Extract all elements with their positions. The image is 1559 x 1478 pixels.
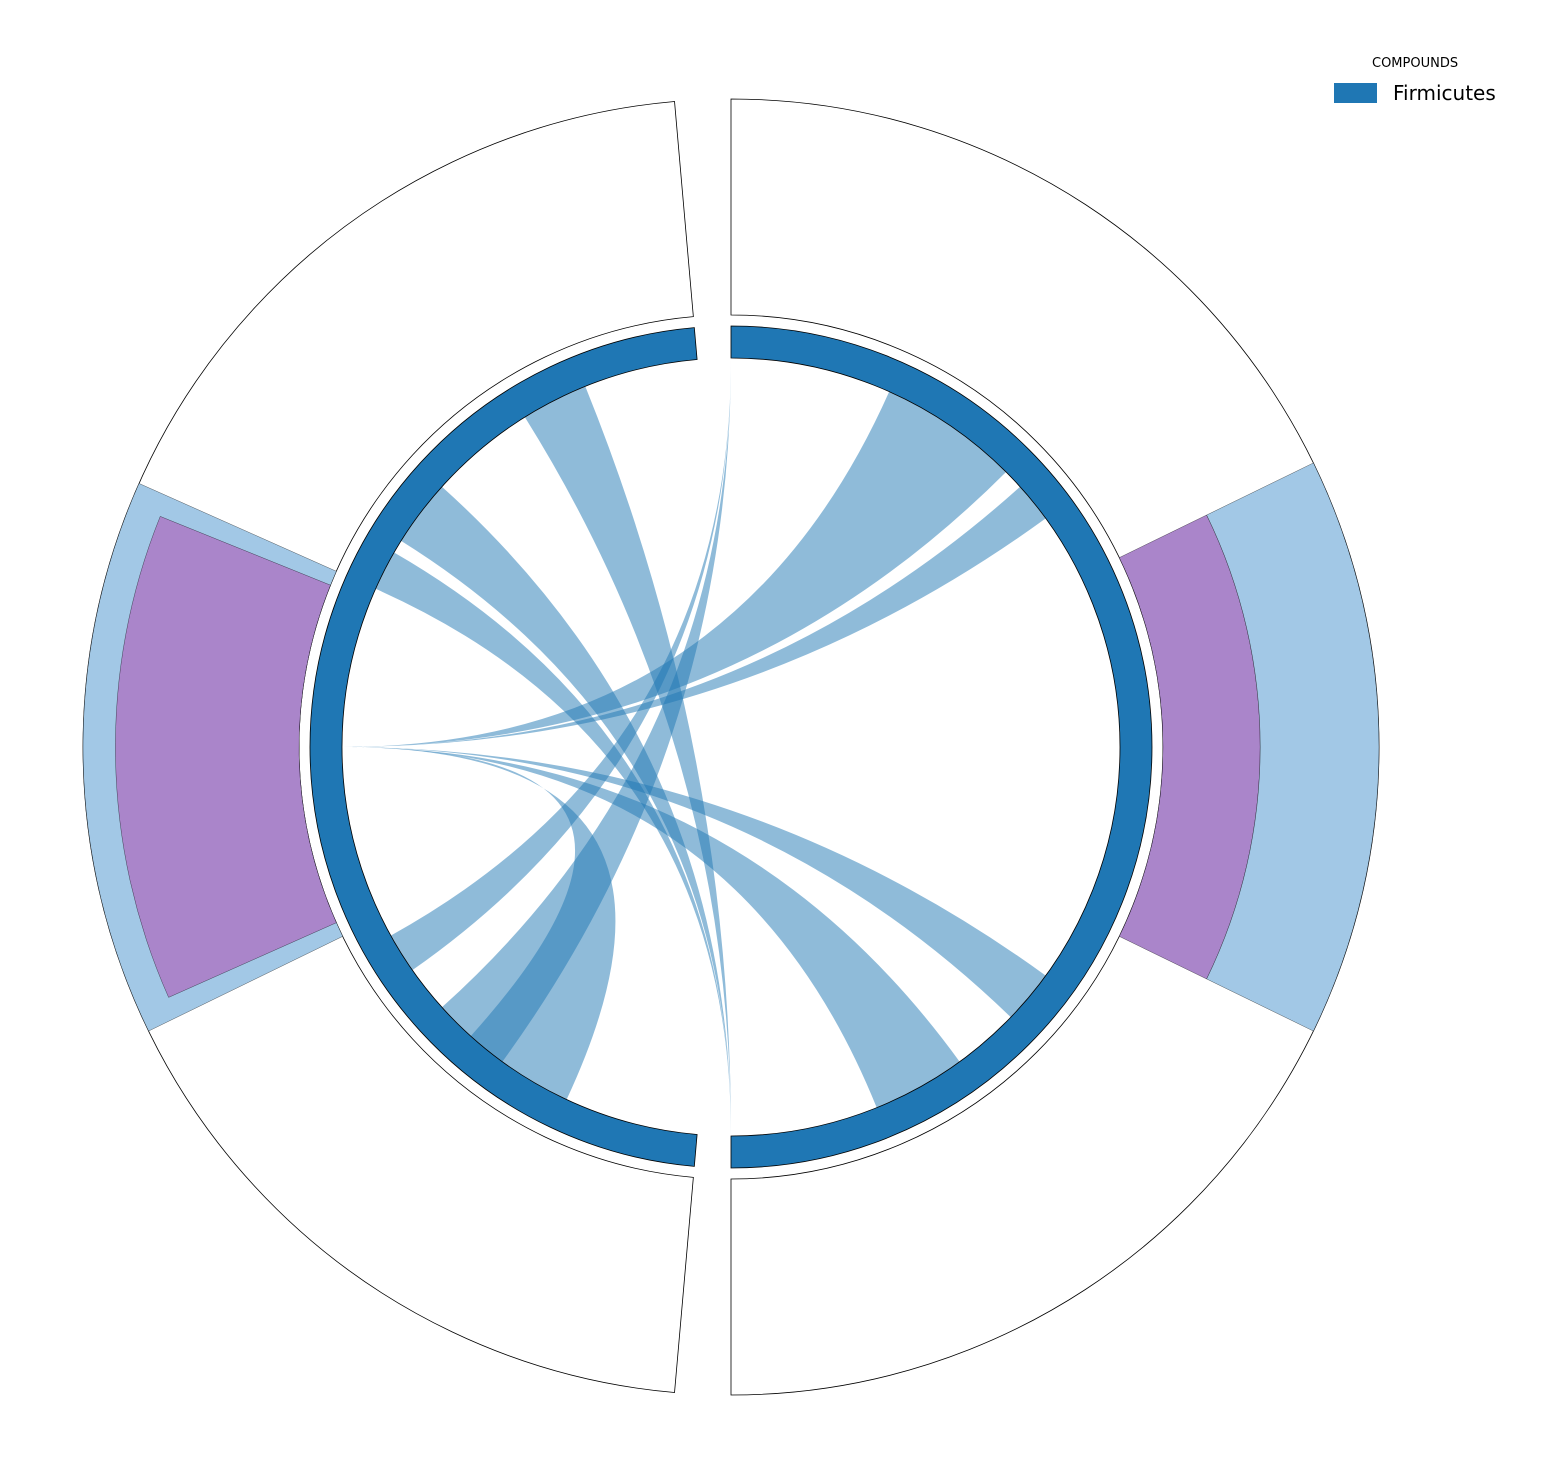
chord-link-8: [342, 747, 616, 1100]
legend-label: Firmicutes: [1393, 81, 1496, 105]
chord-link-0: [524, 386, 731, 1137]
legend-title: COMPOUNDS: [1372, 56, 1459, 71]
chord-link-4: [342, 486, 1046, 747]
legend-item-firmicutes: Firmicutes: [1334, 81, 1496, 105]
legend-swatch: [1334, 83, 1377, 103]
sector-left: [309, 327, 698, 1167]
track-bar-left-1: [115, 516, 337, 998]
sector-ring: [309, 325, 1153, 1169]
chord-link-6: [342, 747, 1046, 1018]
sector-right: [730, 325, 1153, 1169]
track-bar-right-1: [1206, 462, 1380, 1032]
outer-track-bars: [82, 462, 1380, 1032]
chord-link-10: [441, 358, 731, 1062]
chord-link-7: [342, 747, 960, 1108]
chord-link-3: [342, 391, 1007, 747]
chord-link-1: [401, 486, 731, 1137]
chord-links: [342, 358, 1046, 1137]
